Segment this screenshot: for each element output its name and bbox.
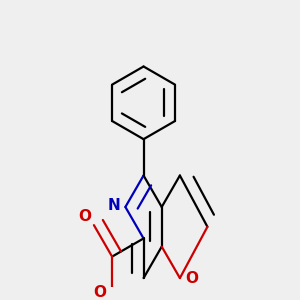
Text: N: N xyxy=(107,198,120,213)
Text: O: O xyxy=(79,209,92,224)
Text: O: O xyxy=(185,271,198,286)
Text: O: O xyxy=(94,286,106,300)
